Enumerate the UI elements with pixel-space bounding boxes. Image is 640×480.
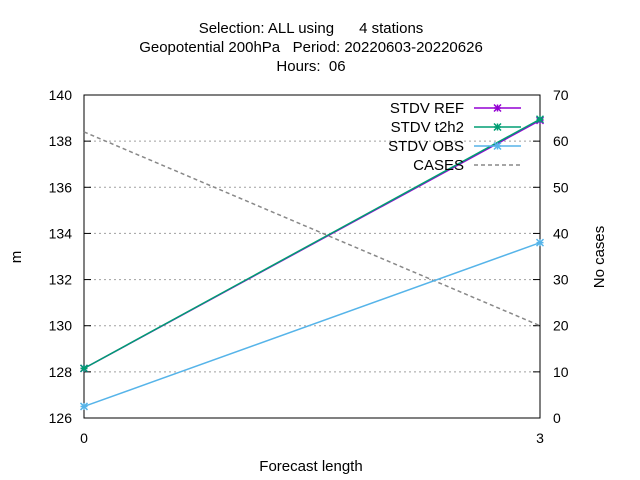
y2-tick-label: 10 (553, 364, 569, 380)
x-axis-label: Forecast length (259, 458, 362, 475)
data-point-stdv-t2h2 (535, 115, 545, 124)
y2-tick-label: 20 (553, 318, 569, 334)
data-point-stdv-obs (535, 238, 545, 247)
series-group (79, 115, 545, 411)
series-line-cases (83, 131, 541, 327)
legend-marker-stdv-t2h2 (493, 122, 502, 132)
data-point-stdv-t2h2 (79, 364, 89, 373)
legend-marker-stdv-ref (493, 103, 502, 113)
y2-tick-label: 30 (553, 272, 569, 288)
legend-label-stdv-t2h2: STDV t2h2 (391, 119, 464, 136)
series-line-stdv-obs (83, 241, 541, 408)
y-tick-label: 130 (49, 318, 73, 334)
y-tick-label: 132 (49, 272, 73, 288)
legend-label-stdv-obs: STDV OBS (388, 138, 464, 155)
title-line-3: Hours: 06 (276, 58, 345, 75)
y-tick-label: 126 (49, 410, 73, 426)
x-tick-label: 0 (80, 430, 88, 446)
title-line-2: Geopotential 200hPa Period: 20220603-202… (139, 39, 483, 56)
y2-tick-label: 40 (553, 225, 569, 241)
legend-label-stdv-ref: STDV REF (390, 100, 464, 117)
series-line-stdv-t2h2 (83, 118, 541, 370)
plot-frame (83, 94, 541, 419)
y2-tick-label: 60 (553, 133, 569, 149)
y2-tick-label: 0 (553, 410, 561, 426)
y-tick-label: 128 (49, 364, 73, 380)
legend-label-cases: CASES (413, 157, 464, 174)
y2-axis-label: No cases (591, 226, 608, 289)
legend: STDV REF STDV t2h2 STDV OBS CASES (388, 100, 521, 174)
legend-marker-stdv-obs (493, 141, 502, 151)
title-line-1: Selection: ALL using 4 stations (199, 20, 424, 37)
y2-tick-label: 70 (553, 87, 569, 103)
x-tick-label: 3 (536, 430, 544, 446)
chart-title: Selection: ALL using 4 stations Geopoten… (139, 20, 483, 75)
y-tick-label: 140 (49, 87, 73, 103)
y-axis-label: m (8, 251, 25, 264)
data-point-stdv-obs (79, 402, 89, 411)
y-tick-label: 136 (49, 179, 73, 195)
y2-tick-label: 50 (553, 179, 569, 195)
y-tick-label: 138 (49, 133, 73, 149)
y-tick-label: 134 (49, 225, 73, 241)
grid (84, 140, 540, 373)
